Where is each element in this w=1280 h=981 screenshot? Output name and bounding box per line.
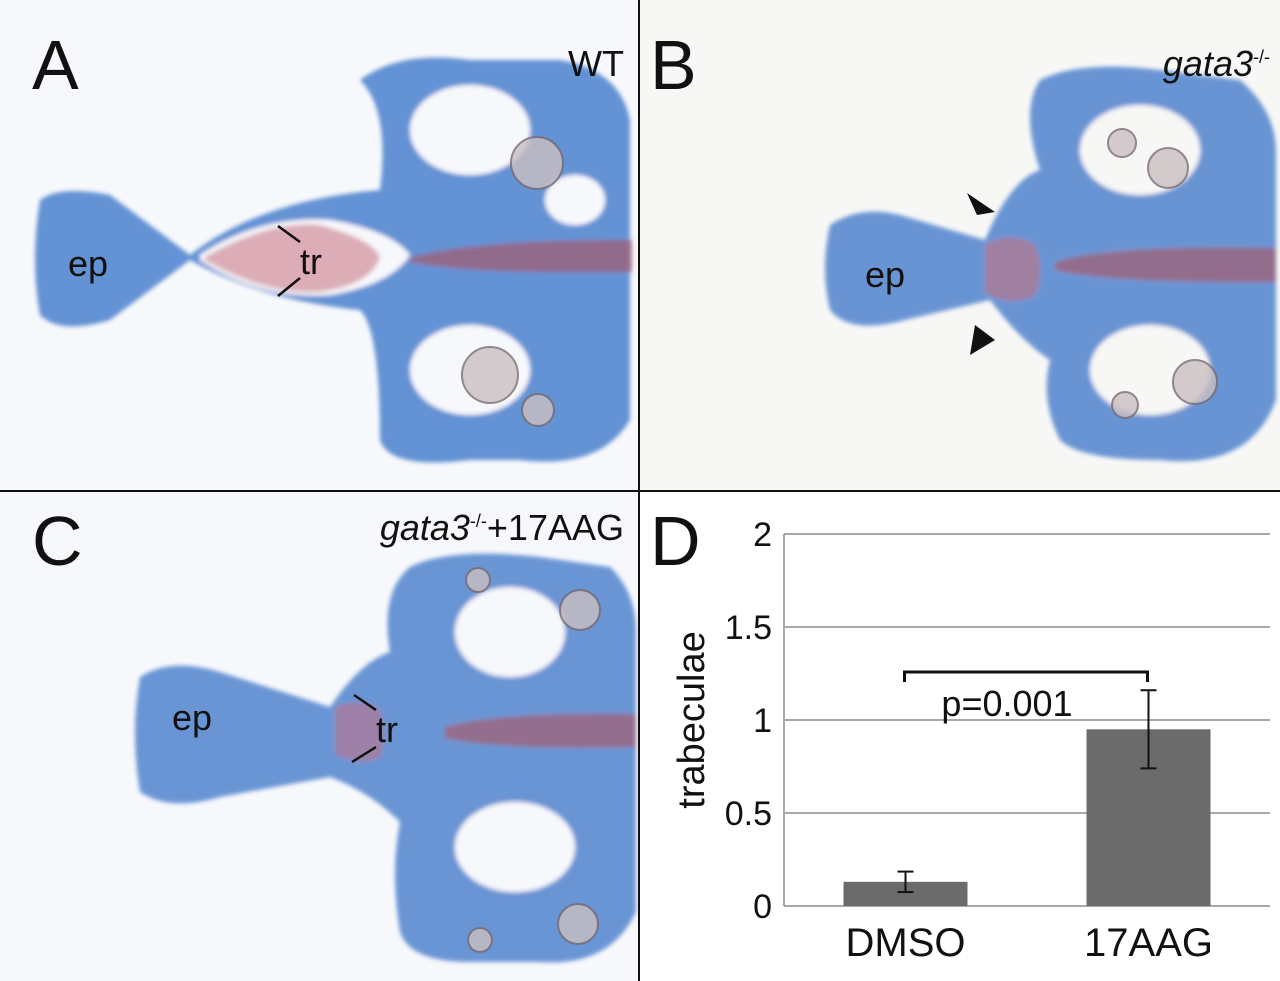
- panel-c-gata3-17aag: C gata3-/-+17AAG ep tr: [0, 492, 638, 981]
- y-tick-label: 1: [753, 702, 772, 740]
- trabeculae-bar-chart: 0 0.5 1 1.5 2 trabeculae DMSO 17AAG p=0.001: [671, 516, 1270, 965]
- panel-letter-a: A: [32, 26, 79, 104]
- genotype-label-a: WT: [568, 43, 624, 84]
- label-tr-a: tr: [300, 241, 322, 282]
- p-value-label: p=0.001: [941, 683, 1072, 724]
- horizontal-divider: [0, 490, 1280, 492]
- y-tick-label: 2: [753, 516, 772, 554]
- label-tr-c: tr: [376, 709, 398, 750]
- arrowhead-bottom: [970, 325, 995, 355]
- arrowhead-top: [967, 193, 995, 215]
- panel-letter-c: C: [32, 502, 83, 580]
- y-tick-label: 0: [753, 888, 772, 926]
- y-tick-label: 0.5: [725, 795, 772, 833]
- significance-bracket: [903, 670, 1149, 682]
- panel-a-wt: A WT ep tr: [0, 0, 638, 490]
- panel-letter-d: D: [650, 502, 701, 580]
- label-ep-c: ep: [172, 697, 213, 738]
- label-ep-b: ep: [865, 254, 906, 295]
- x-tick-label: 17AAG: [1084, 921, 1213, 965]
- genotype-label-b: gata3-/-: [1162, 43, 1270, 84]
- label-ep-a: ep: [68, 243, 109, 284]
- panel-letter-b: B: [650, 26, 697, 104]
- y-axis-label: trabeculae: [671, 631, 713, 808]
- genotype-label-c: gata3-/-+17AAG: [379, 507, 624, 548]
- panel-b-specimen-image: [825, 66, 1276, 462]
- panel-c-specimen-image: [135, 553, 636, 963]
- y-tick-label: 1.5: [725, 609, 772, 647]
- panel-a-specimen-image: [35, 57, 632, 463]
- panel-d-chart: D 0 0.5 1 1.5 2 trabeculae DMSO 17AAG p=0.001: [640, 492, 1280, 981]
- panel-b-gata3-mutant: B gata3-/- ep: [640, 0, 1280, 490]
- x-tick-label: DMSO: [846, 921, 966, 965]
